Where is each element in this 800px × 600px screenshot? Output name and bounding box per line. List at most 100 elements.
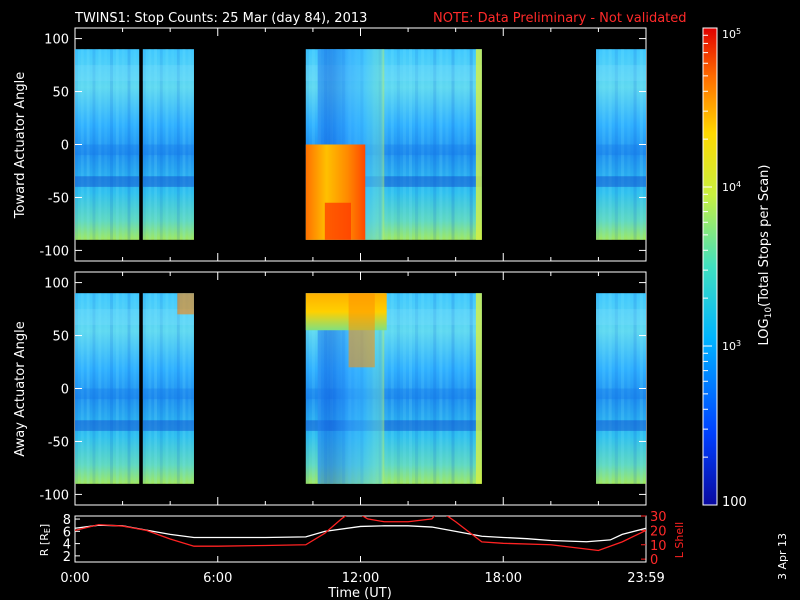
heatmap-stripe [457, 293, 461, 484]
heatmap-stripe [433, 49, 437, 240]
panel-toward-heatmap [75, 49, 646, 240]
heatmap-band [596, 420, 646, 431]
heatmap-stripe [86, 293, 90, 484]
ytick-label-right: 0 [650, 553, 658, 568]
heatmap-stripe [176, 293, 180, 484]
heatmap-stripe [133, 49, 137, 240]
heatmap-hot-patch [177, 293, 194, 315]
heatmap-stripe [305, 293, 309, 484]
ytick-label: 0 [61, 139, 69, 154]
heatmap-stripe [621, 49, 625, 240]
heatmap-stripe [614, 293, 618, 484]
heatmap-block-3 [596, 293, 646, 484]
heatmap-stripe [439, 293, 443, 484]
colorbar-tick-label: 103 [722, 339, 741, 353]
ytick-label: -50 [48, 435, 69, 450]
heatmap-stripe [390, 293, 394, 484]
heatmap-stripe [408, 49, 413, 240]
heatmap-stripe [402, 49, 406, 240]
heatmap-stripe [633, 293, 637, 484]
heatmap-stripe [176, 49, 180, 240]
chart-title: TWINS1: Stop Counts: 25 Mar (day 84), 20… [74, 11, 367, 26]
heatmap-stripe [415, 49, 419, 240]
heatmap-stripe [171, 293, 175, 484]
heatmap-stripe [463, 49, 467, 240]
heatmap-block-1 [142, 293, 194, 484]
heatmap-stripe [427, 293, 431, 484]
heatmap-stripe [165, 293, 169, 484]
heatmap-stripe [92, 293, 96, 484]
heatmap-stripe [188, 293, 192, 484]
heatmap-band [75, 388, 140, 400]
heatmap-stripe [182, 293, 186, 484]
heatmap-stripe [80, 293, 84, 484]
ylabel-away: Away Actuator Angle [13, 321, 28, 456]
heatmap-stripe [133, 293, 137, 484]
ylabel-r: R [RE] [38, 524, 52, 556]
heatmap-stripe [127, 49, 131, 240]
heatmap-stripe [633, 49, 637, 240]
heatmap-stripe [445, 49, 449, 240]
heatmap-stripe [115, 293, 119, 484]
heatmap-band [75, 176, 140, 187]
heatmap-stripe [115, 49, 119, 240]
heatmap-stripe [451, 49, 455, 240]
heatmap-stripe [396, 49, 400, 240]
heatmap-stripe [390, 49, 394, 240]
ytick-label: 100 [44, 33, 69, 48]
ytick-label: 100 [44, 277, 69, 292]
colorbar-ticks: 105 104 103 100 [703, 27, 747, 510]
heatmap-stripe [148, 293, 152, 484]
series-r-line [75, 524, 646, 543]
heatmap-band [596, 65, 646, 81]
colorbar-tick-label: 104 [722, 180, 741, 194]
heatmap-band [305, 176, 482, 187]
heatmap-stripe [457, 49, 461, 240]
heatmap-stripe [602, 49, 606, 240]
heatmap-stripe [159, 293, 163, 484]
heatmap-band [142, 176, 194, 187]
colorbar-tick-label: 105 [722, 27, 741, 41]
preliminary-note: NOTE: Data Preliminary - Not validated [433, 11, 687, 26]
heatmap-stripe [104, 293, 108, 484]
heatmap-hot-core [324, 202, 351, 240]
heatmap-stripe [608, 293, 612, 484]
heatmap-stripe [154, 49, 158, 240]
heatmap-band [596, 388, 646, 400]
ylabel-toward: Toward Actuator Angle [13, 72, 28, 219]
heatmap-stripe [142, 49, 146, 240]
panel-orbit-frame [74, 515, 647, 563]
heatmap-block-0 [75, 49, 140, 240]
heatmap-stripe [469, 293, 473, 484]
heatmap-band [305, 144, 482, 156]
heatmap-stripe [80, 49, 84, 240]
heatmap-band [596, 176, 646, 187]
colorbar-label: LOG10(Total Stops per Scan) [757, 165, 774, 346]
heatmap-stripe [182, 49, 186, 240]
heatmap-stripe [159, 49, 163, 240]
ytick-label: 50 [52, 330, 69, 345]
heatmap-band [142, 388, 194, 400]
heatmap-band [75, 420, 140, 431]
heatmap-band [75, 309, 140, 325]
ytick-label-left: 2 [63, 550, 71, 565]
heatmap-stripe [311, 293, 315, 484]
ytick-label-left: 8 [63, 513, 71, 528]
heatmap-stripe [384, 293, 388, 484]
heatmap-edge-column [475, 293, 482, 484]
heatmap-band [142, 420, 194, 431]
heatmap-stripe [445, 293, 449, 484]
heatmap-stripe [421, 49, 425, 240]
xtick-label: 6:00 [203, 571, 232, 586]
heatmap-stripe [627, 49, 631, 240]
heatmap-stripe [110, 293, 113, 484]
heatmap-stripe [433, 293, 437, 484]
heatmap-hot-core [348, 293, 375, 368]
heatmap-stripe [154, 293, 158, 484]
heatmap-band [305, 420, 482, 431]
heatmap-stripe [463, 293, 467, 484]
heatmap-stripe [165, 49, 169, 240]
ytick-label: -100 [39, 488, 69, 503]
ytick-label-left: 6 [63, 525, 71, 540]
